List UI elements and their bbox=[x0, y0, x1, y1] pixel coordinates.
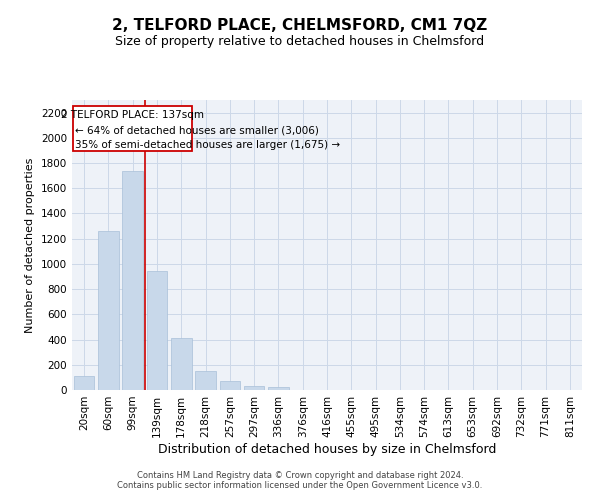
X-axis label: Distribution of detached houses by size in Chelmsford: Distribution of detached houses by size … bbox=[158, 442, 496, 456]
FancyBboxPatch shape bbox=[73, 106, 192, 151]
Bar bbox=[244, 386, 265, 390]
Text: Contains public sector information licensed under the Open Government Licence v3: Contains public sector information licen… bbox=[118, 482, 482, 490]
Text: ← 64% of detached houses are smaller (3,006): ← 64% of detached houses are smaller (3,… bbox=[75, 126, 319, 136]
Bar bbox=[74, 376, 94, 390]
Bar bbox=[98, 230, 119, 390]
Text: 2, TELFORD PLACE, CHELMSFORD, CM1 7QZ: 2, TELFORD PLACE, CHELMSFORD, CM1 7QZ bbox=[112, 18, 488, 32]
Bar bbox=[195, 371, 216, 390]
Text: 35% of semi-detached houses are larger (1,675) →: 35% of semi-detached houses are larger (… bbox=[75, 140, 340, 150]
Text: Contains HM Land Registry data © Crown copyright and database right 2024.: Contains HM Land Registry data © Crown c… bbox=[137, 472, 463, 480]
Bar bbox=[122, 170, 143, 390]
Bar bbox=[268, 387, 289, 390]
Bar bbox=[220, 380, 240, 390]
Text: Size of property relative to detached houses in Chelmsford: Size of property relative to detached ho… bbox=[115, 35, 485, 48]
Y-axis label: Number of detached properties: Number of detached properties bbox=[25, 158, 35, 332]
Text: 2 TELFORD PLACE: 137sqm: 2 TELFORD PLACE: 137sqm bbox=[61, 110, 204, 120]
Bar bbox=[146, 272, 167, 390]
Bar bbox=[171, 338, 191, 390]
